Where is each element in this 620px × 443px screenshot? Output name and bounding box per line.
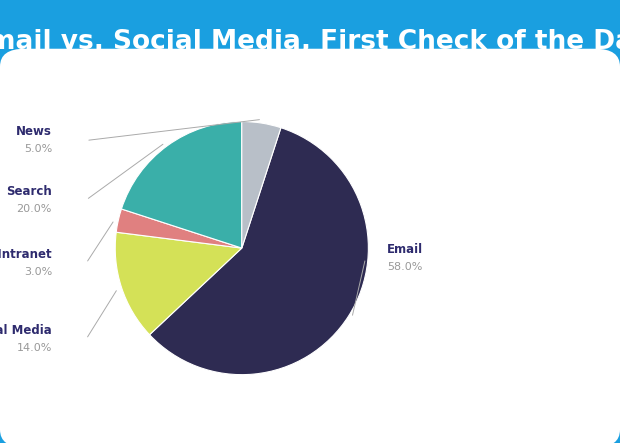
Text: Social Media: Social Media	[0, 324, 52, 337]
Text: Search: Search	[6, 185, 52, 198]
Text: 3.0%: 3.0%	[24, 267, 52, 277]
Wedge shape	[116, 209, 242, 248]
Wedge shape	[115, 232, 242, 335]
Wedge shape	[242, 121, 281, 248]
Text: Email: Email	[388, 243, 423, 256]
Text: 5.0%: 5.0%	[24, 144, 52, 154]
Wedge shape	[122, 121, 242, 248]
Wedge shape	[149, 128, 368, 375]
Text: News: News	[16, 125, 52, 138]
Text: Email vs. Social Media, First Check of the Day: Email vs. Social Media, First Check of t…	[0, 29, 620, 55]
Text: 20.0%: 20.0%	[17, 204, 52, 214]
Text: 58.0%: 58.0%	[388, 262, 423, 272]
Text: Company Intranet: Company Intranet	[0, 248, 52, 261]
FancyBboxPatch shape	[0, 49, 620, 443]
Text: 14.0%: 14.0%	[17, 343, 52, 353]
